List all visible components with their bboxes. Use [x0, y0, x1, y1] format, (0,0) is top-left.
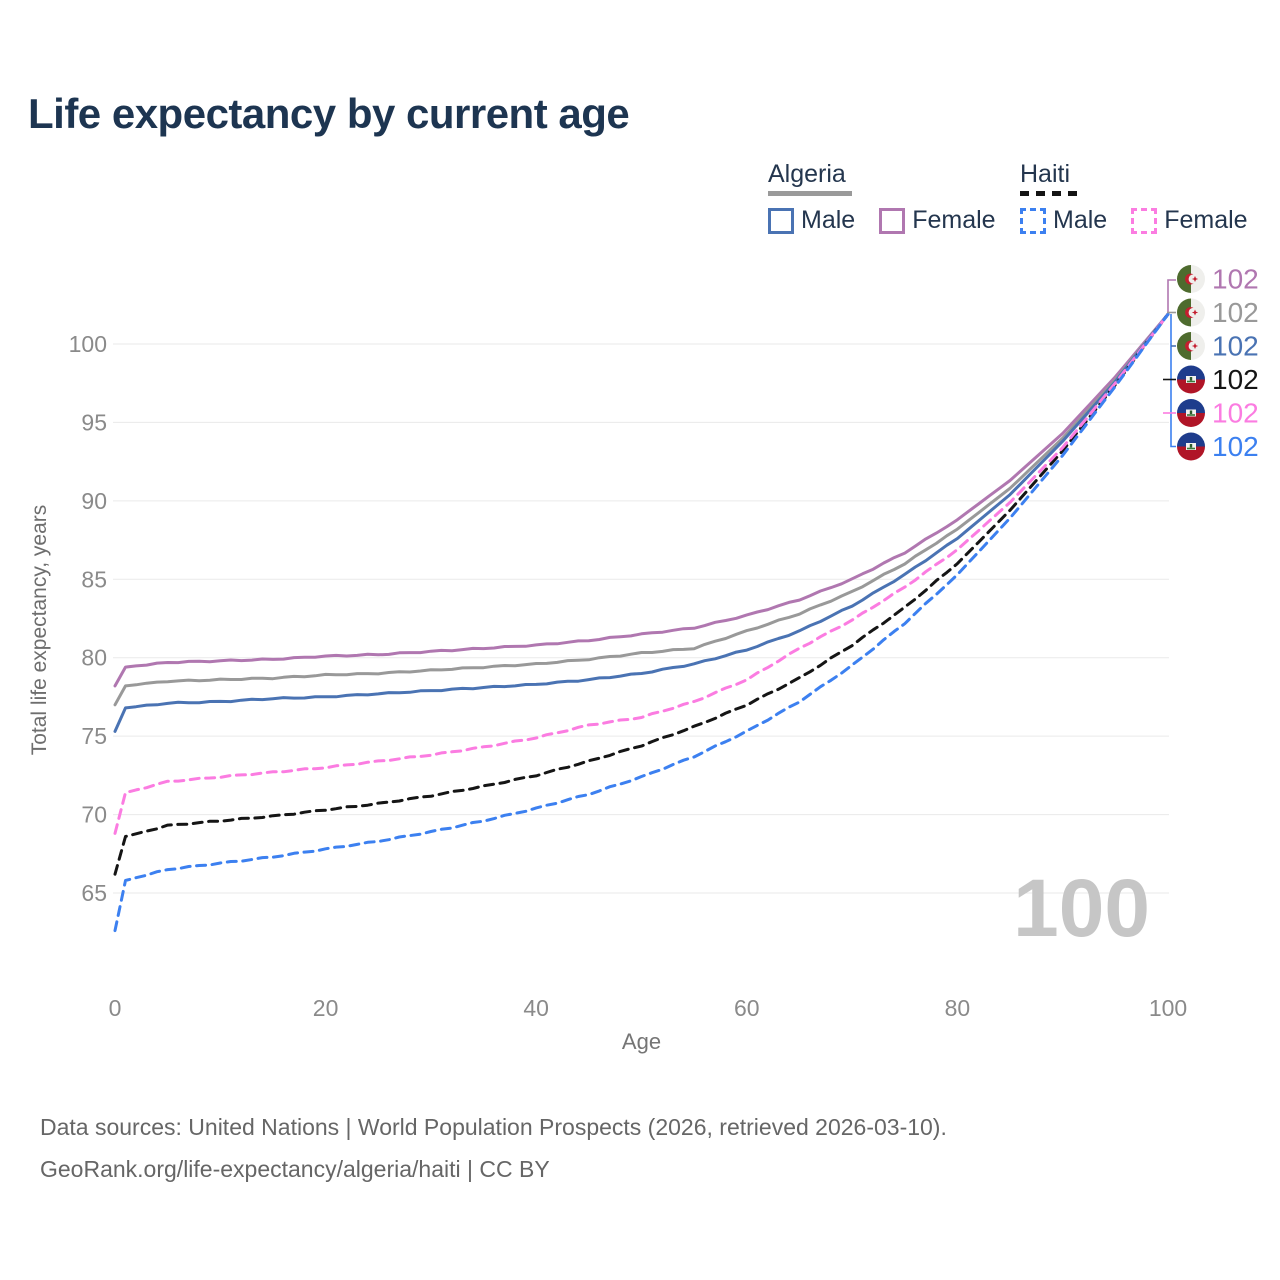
x-tick-label-100: 100	[1149, 995, 1187, 1021]
flag-half-blue	[1177, 365, 1205, 380]
age-counter-watermark: 100	[1013, 863, 1150, 954]
legend-label-algeria-male: Male	[801, 206, 856, 234]
flag-emblem-palm	[1189, 444, 1193, 448]
flag-half-red	[1177, 446, 1205, 461]
end-value-algeria-male: 102	[1212, 331, 1259, 362]
flag-half-green	[1177, 298, 1191, 327]
flag-icon-algeria	[1177, 332, 1205, 360]
flag-emblem-lawn	[1187, 447, 1195, 450]
legend-label-haiti-female: Female	[1164, 206, 1248, 234]
page-title: Life expectancy by current age	[28, 90, 630, 137]
end-value-haiti: 102	[1212, 364, 1259, 395]
series-line-haiti[interactable]	[113, 312, 1170, 876]
flag-icon-haiti	[1177, 365, 1205, 394]
data-sources-line2: GeoRank.org/life-expectancy/algeria/hait…	[40, 1156, 550, 1182]
series-line-algeria-female[interactable]	[113, 312, 1170, 688]
x-tick-label-40: 40	[523, 995, 549, 1021]
legend-underline-algeria	[768, 191, 852, 196]
legend-group-algeria: Algeria Male Female	[768, 161, 1020, 235]
flag-icon-haiti	[1177, 432, 1205, 461]
y-tick-label-90: 90	[81, 488, 107, 514]
flag-half-blue	[1177, 399, 1205, 413]
flag-emblem-palm	[1189, 377, 1193, 381]
data-sources: Data sources: United Nations | World Pop…	[40, 1106, 947, 1190]
x-tick-label-60: 60	[734, 995, 760, 1021]
legend-label-haiti-male: Male	[1053, 206, 1108, 234]
legend-group-haiti: Haiti Male Female	[1020, 161, 1272, 235]
y-tick-label-65: 65	[81, 880, 107, 906]
end-value-haiti-female: 102	[1212, 398, 1259, 429]
flag-half-green	[1177, 265, 1191, 293]
legend-item-algeria-female[interactable]: Female	[879, 206, 996, 235]
flag-half-red	[1177, 413, 1205, 427]
y-tick-label-75: 75	[81, 723, 107, 749]
y-tick-label-80: 80	[81, 645, 107, 671]
x-tick-label-0: 0	[109, 995, 122, 1021]
legend-underline-haiti	[1020, 191, 1078, 196]
y-tick-label-70: 70	[81, 802, 107, 828]
flag-emblem-lawn	[1187, 380, 1195, 383]
leader-line-haiti-male	[1170, 314, 1176, 448]
series-line-algeria[interactable]	[113, 312, 1170, 707]
x-axis-title: Age	[622, 1029, 661, 1054]
x-tick-label-20: 20	[313, 995, 339, 1021]
y-axis-title: Total life expectancy, years	[28, 505, 51, 756]
flag-half-green	[1177, 332, 1191, 360]
x-tick-label-80: 80	[945, 995, 971, 1021]
y-tick-label-95: 95	[81, 409, 107, 435]
flag-star	[1191, 276, 1199, 282]
end-value-algeria: 102	[1212, 297, 1259, 328]
chart-legend: Algeria Male Female Haiti Male Female	[768, 161, 1258, 235]
flag-emblem-lawn	[1187, 414, 1195, 416]
series-line-haiti-male[interactable]	[113, 312, 1170, 933]
flag-icon-haiti	[1177, 399, 1205, 427]
data-sources-line1: Data sources: United Nations | World Pop…	[40, 1114, 947, 1140]
legend-swatch-haiti-female	[1131, 207, 1158, 234]
legend-swatch-algeria-female	[879, 207, 906, 234]
legend-country-algeria: Algeria	[768, 160, 846, 188]
flag-half-blue	[1177, 432, 1205, 447]
series-line-haiti-female[interactable]	[113, 312, 1170, 835]
flag-icon-algeria	[1177, 298, 1206, 327]
end-value-haiti-male: 102	[1212, 431, 1259, 462]
y-tick-label-100: 100	[69, 331, 107, 357]
legend-item-haiti-female[interactable]: Female	[1131, 206, 1248, 235]
end-value-algeria-female: 102	[1212, 264, 1259, 295]
leader-line-algeria-female	[1167, 279, 1176, 312]
legend-label-algeria-female: Female	[912, 206, 996, 234]
series-line-algeria-male[interactable]	[113, 312, 1170, 733]
flag-star	[1191, 309, 1199, 316]
y-tick-label-85: 85	[81, 566, 107, 592]
flag-icon-algeria	[1177, 265, 1205, 293]
legend-item-algeria-male[interactable]: Male	[768, 206, 855, 235]
legend-swatch-algeria-male	[768, 207, 794, 234]
legend-swatch-haiti-male	[1020, 207, 1046, 234]
flag-emblem-palm	[1189, 410, 1193, 415]
flag-star	[1191, 343, 1199, 349]
legend-item-haiti-male[interactable]: Male	[1020, 206, 1107, 235]
flag-half-red	[1177, 379, 1205, 394]
legend-country-haiti: Haiti	[1020, 160, 1071, 188]
